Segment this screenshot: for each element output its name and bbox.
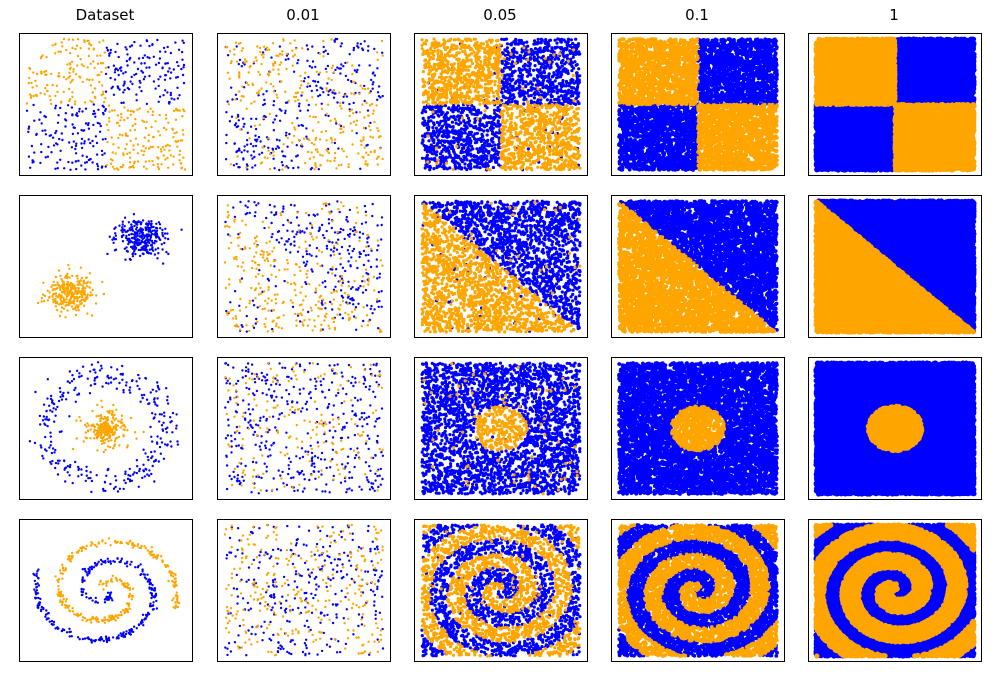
panel-r1-c0	[19, 195, 193, 338]
series-class-orange	[420, 37, 582, 172]
panel-frame	[808, 357, 982, 500]
panel-points	[617, 523, 779, 658]
panel-r2-c4	[808, 357, 982, 500]
panel-r2-c2	[414, 357, 588, 500]
panel-frame	[414, 33, 588, 176]
panel-points	[224, 361, 385, 495]
series-class-orange	[420, 523, 582, 658]
panel-frame	[808, 33, 982, 176]
series-class-blue	[420, 523, 582, 658]
panel-points	[617, 37, 779, 172]
series-class-blue	[420, 37, 582, 172]
panel-r2-c1	[217, 357, 391, 500]
panel-points	[36, 212, 183, 319]
panel-r0-c0	[19, 33, 193, 176]
panel-frame	[19, 357, 193, 500]
panel-frame	[414, 195, 588, 338]
panel-frame	[611, 357, 785, 500]
series-class-blue	[617, 361, 779, 496]
series-class-orange	[670, 404, 727, 453]
column-title-0-01: 0.01	[286, 6, 320, 24]
series-class-orange	[25, 37, 187, 171]
panel-r2-c3	[611, 357, 785, 500]
panel-points	[813, 36, 977, 173]
panel-points	[813, 522, 977, 659]
panel-frame	[414, 519, 588, 662]
panel-frame	[19, 195, 193, 338]
series-class-orange	[813, 522, 977, 659]
column-title-0-1: 0.1	[685, 6, 709, 24]
panel-r3-c4	[808, 519, 982, 662]
panel-frame	[217, 357, 391, 500]
series-class-blue	[106, 212, 183, 265]
series-class-blue	[224, 362, 385, 495]
panel-frame	[808, 519, 982, 662]
panel-points	[617, 199, 779, 334]
panel-points	[420, 199, 582, 334]
panel-frame	[19, 33, 193, 176]
panel-frame	[611, 519, 785, 662]
series-class-blue	[813, 360, 977, 497]
series-class-orange	[36, 263, 106, 319]
panel-points	[617, 361, 779, 496]
panel-r2-c0	[19, 357, 193, 500]
panel-r0-c3	[611, 33, 785, 176]
panel-points	[813, 360, 977, 497]
panel-points	[32, 537, 181, 644]
series-class-blue	[618, 199, 779, 332]
series-class-orange	[223, 201, 384, 334]
panel-r1-c4	[808, 195, 982, 338]
panel-points	[813, 198, 977, 335]
panel-frame	[217, 33, 391, 176]
panel-frame	[611, 33, 785, 176]
series-class-blue	[224, 37, 384, 172]
panel-points	[420, 361, 582, 496]
series-class-orange	[865, 403, 925, 454]
panel-points	[420, 37, 582, 172]
panel-r3-c0	[19, 519, 193, 662]
series-class-blue	[224, 200, 384, 333]
series-class-orange	[54, 537, 181, 624]
series-class-orange	[71, 399, 145, 454]
panel-r3-c1	[217, 519, 391, 662]
panel-frame	[611, 195, 785, 338]
series-class-orange	[223, 523, 384, 657]
series-class-orange	[422, 362, 579, 496]
panel-r0-c2	[414, 33, 588, 176]
panel-r1-c2	[414, 195, 588, 338]
panel-r1-c1	[217, 195, 391, 338]
panel-points	[25, 37, 187, 171]
panel-points	[223, 523, 385, 657]
series-class-orange	[224, 38, 384, 171]
panel-points	[28, 361, 180, 494]
panel-points	[223, 200, 384, 334]
panel-r0-c4	[808, 33, 982, 176]
series-class-blue	[32, 557, 159, 644]
panel-frame	[808, 195, 982, 338]
series-class-blue	[420, 361, 582, 496]
column-title-1: 1	[889, 6, 899, 24]
panel-r3-c3	[611, 519, 785, 662]
panel-points	[420, 523, 582, 658]
series-class-orange	[813, 36, 977, 173]
panel-r1-c3	[611, 195, 785, 338]
panel-r0-c1	[217, 33, 391, 176]
series-class-orange	[420, 200, 582, 334]
panel-frame	[217, 519, 391, 662]
series-class-blue	[28, 361, 180, 494]
series-class-orange	[617, 202, 777, 334]
series-class-orange	[617, 37, 779, 172]
panel-frame	[217, 195, 391, 338]
panel-r3-c2	[414, 519, 588, 662]
series-class-blue	[421, 199, 582, 333]
panel-frame	[19, 519, 193, 662]
panel-points	[224, 37, 384, 172]
series-class-orange	[617, 523, 779, 658]
series-class-orange	[813, 199, 976, 335]
column-title-dataset: Dataset	[75, 6, 135, 24]
column-title-0-05: 0.05	[483, 6, 517, 24]
panel-frame	[414, 357, 588, 500]
